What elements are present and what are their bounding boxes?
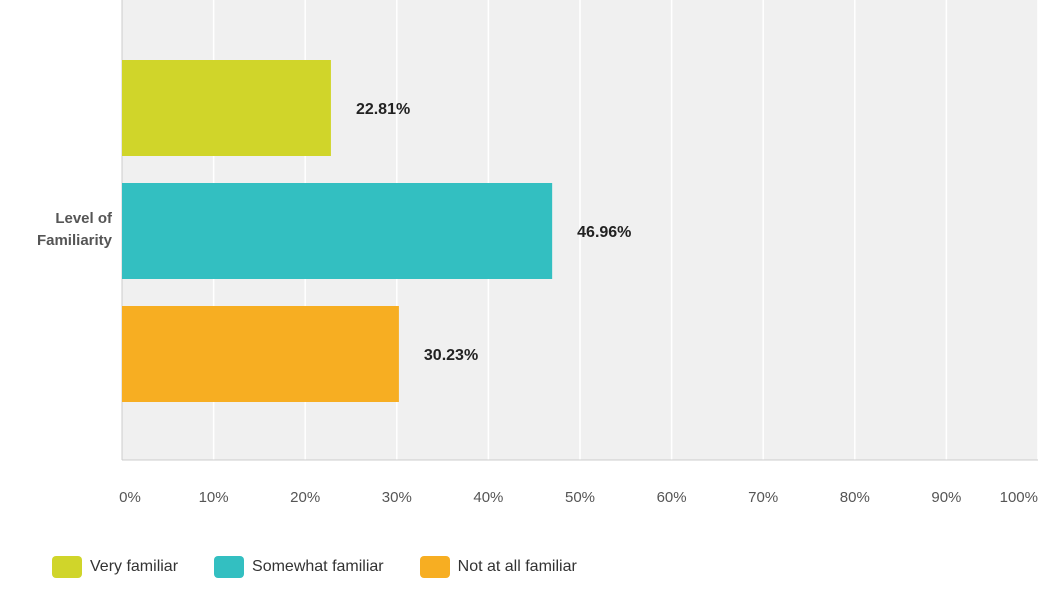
bar [122, 183, 553, 279]
legend-label: Somewhat familiar [252, 558, 384, 575]
value-label: 30.23% [424, 347, 478, 364]
category-label: Level of Familiarity [36, 210, 112, 249]
legend-item: Very familiar [52, 556, 178, 578]
value-label: 22.81% [356, 101, 410, 118]
legend-item: Not at all familiar [419, 556, 577, 578]
x-tick-label: 0% [119, 489, 141, 506]
bar [122, 60, 331, 156]
bar [122, 306, 399, 402]
x-tick-label: 70% [748, 489, 778, 506]
legend-label: Very familiar [90, 558, 179, 575]
legend: Very familiar Somewhat familiar Not at all… [52, 556, 613, 578]
value-label: 46.96% [577, 224, 631, 241]
legend-item: Somewhat familiar [214, 556, 384, 578]
legend-swatch [214, 556, 245, 578]
x-tick-label: 80% [840, 489, 870, 506]
legend-label: Not at all familiar [457, 558, 577, 575]
x-tick-label: 90% [931, 489, 961, 506]
legend-swatch [419, 556, 450, 578]
x-tick-label: 30% [382, 489, 412, 506]
legend-swatch [52, 556, 82, 578]
x-tick-label: 100% [1000, 489, 1038, 506]
x-tick-label: 60% [657, 489, 687, 506]
x-tick-label: 50% [565, 489, 595, 506]
x-tick-label: 40% [473, 489, 503, 506]
x-tick-label: 10% [199, 489, 229, 506]
x-tick-label: 20% [290, 489, 320, 506]
